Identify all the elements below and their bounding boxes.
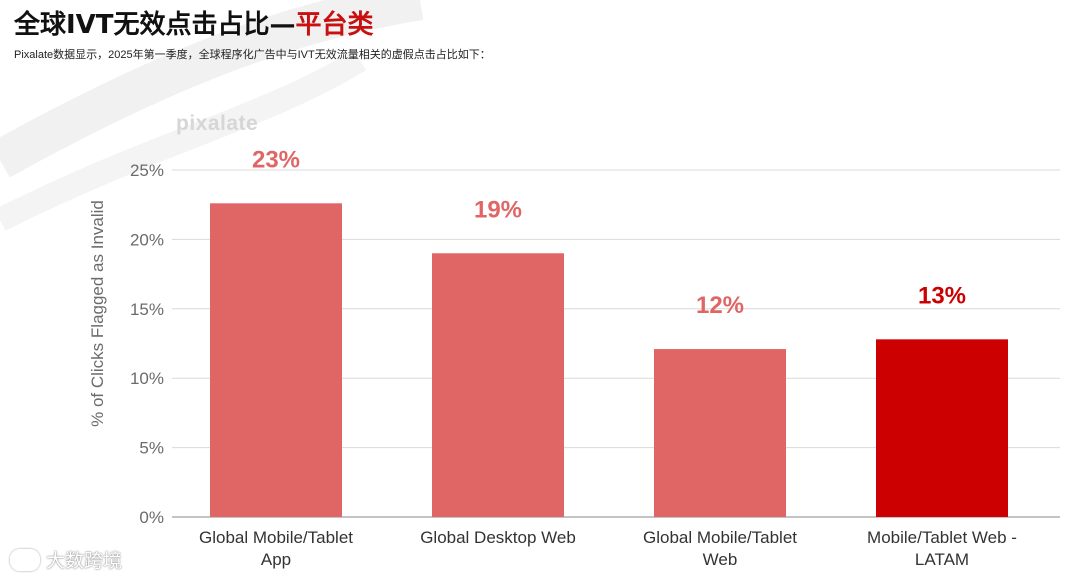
page-title: 全球IVT无效点击占比—平台类 <box>14 10 374 40</box>
x-category-label: Global Mobile/Tablet <box>643 528 797 547</box>
y-tick-label: 15% <box>130 300 164 319</box>
x-category-label: Web <box>703 550 738 569</box>
y-tick-label: 20% <box>130 230 164 249</box>
pixalate-watermark: pixalate <box>176 112 259 135</box>
bar <box>210 203 342 517</box>
bar <box>876 339 1008 517</box>
y-axis-label: % of Clicks Flagged as Invalid <box>88 200 107 427</box>
x-category-label: Mobile/Tablet Web - <box>867 528 1017 547</box>
data-label: 23% <box>252 146 300 173</box>
y-tick-label: 5% <box>139 439 164 458</box>
page-subtitle: Pixalate数据显示，2025年第一季度，全球程序化广告中与IVT无效流量相… <box>14 49 491 61</box>
footer-brand-text: 大数跨境 <box>46 550 123 572</box>
data-label: 12% <box>696 292 744 319</box>
data-label: 19% <box>474 196 522 223</box>
y-tick-label: 10% <box>130 369 164 388</box>
x-category-label: Global Mobile/Tablet <box>199 528 353 547</box>
footer-brand: 大数跨境 <box>10 546 122 573</box>
data-label: 13% <box>918 282 966 309</box>
x-category-label: App <box>261 550 291 569</box>
y-tick-label: 25% <box>130 161 164 180</box>
bar <box>654 349 786 517</box>
brand-logo-icon <box>10 548 40 571</box>
x-category-label: LATAM <box>915 550 969 569</box>
y-tick-label: 0% <box>139 508 164 527</box>
bar <box>432 253 564 517</box>
x-category-label: Global Desktop Web <box>420 528 576 547</box>
title-accent: 平台类 <box>295 10 374 40</box>
